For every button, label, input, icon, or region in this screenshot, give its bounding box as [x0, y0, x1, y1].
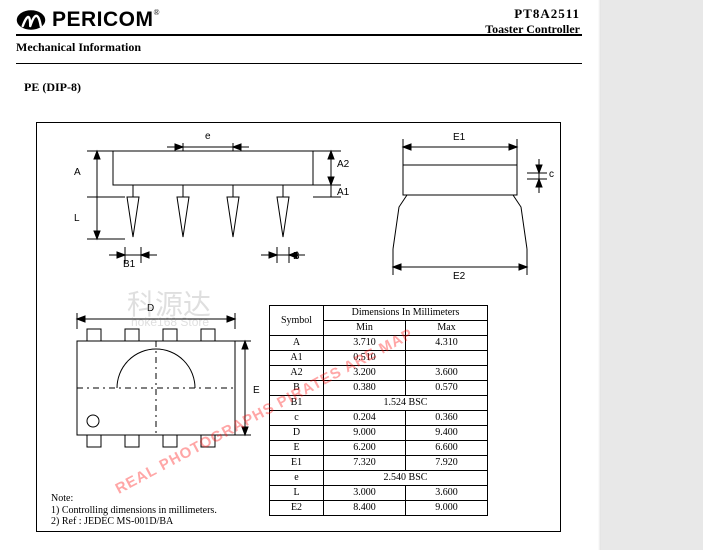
cell-symbol: L [270, 486, 324, 501]
cell-min: 3.200 [324, 366, 406, 381]
table-row: E6.2006.600 [270, 441, 488, 456]
cell-max: 9.000 [406, 501, 488, 516]
cell-min: 3.000 [324, 486, 406, 501]
table-row: B11.524 BSC [270, 396, 488, 411]
table-row: A3.7104.310 [270, 336, 488, 351]
cell-symbol: A2 [270, 366, 324, 381]
cell-symbol: e [270, 471, 324, 486]
part-number: PT8A2511 [485, 6, 580, 22]
label-A2: A2 [337, 159, 349, 170]
cell-symbol: E [270, 441, 324, 456]
cell-max: 6.600 [406, 441, 488, 456]
col-symbol: Symbol [270, 306, 324, 336]
label-e: e [205, 131, 211, 142]
cell-span: 2.540 BSC [324, 471, 488, 486]
page-header: PERICOM® PT8A2511 Toaster Controller [0, 0, 598, 32]
cell-symbol: A1 [270, 351, 324, 366]
cell-symbol: B1 [270, 396, 324, 411]
label-E: E [253, 385, 260, 396]
page-edge-shadow [598, 0, 601, 550]
table-row: E28.4009.000 [270, 501, 488, 516]
header-right: PT8A2511 Toaster Controller [485, 6, 580, 37]
cell-min: 0.204 [324, 411, 406, 426]
label-B: B [293, 251, 300, 262]
table-row: A10.510 [270, 351, 488, 366]
cell-max: 3.600 [406, 486, 488, 501]
col-max: Max [406, 321, 488, 336]
label-c: c [549, 169, 554, 180]
cell-max [406, 351, 488, 366]
note-1: 1) Controlling dimensions in millimeters… [51, 505, 217, 517]
table-row: D9.0009.400 [270, 426, 488, 441]
cell-max: 4.310 [406, 336, 488, 351]
section-title: Mechanical Information [0, 36, 598, 55]
notes-block: Note: 1) Controlling dimensions in milli… [51, 493, 217, 528]
brand-name: PERICOM® [52, 8, 160, 32]
table-row: E17.3207.920 [270, 456, 488, 471]
cell-max: 3.600 [406, 366, 488, 381]
dimension-table: Symbol Dimensions In Millimeters Min Max… [269, 305, 488, 516]
label-L: L [74, 213, 80, 224]
label-D: D [147, 303, 154, 314]
cell-min: 0.510 [324, 351, 406, 366]
table-row: L3.0003.600 [270, 486, 488, 501]
cell-min: 7.320 [324, 456, 406, 471]
table-header: Dimensions In Millimeters [324, 306, 488, 321]
label-B1: B1 [123, 259, 135, 270]
subtitle: Toaster Controller [485, 22, 580, 37]
cell-symbol: A [270, 336, 324, 351]
end-view-diagram [365, 129, 555, 289]
label-E1: E1 [453, 132, 465, 143]
note-2: 2) Ref : JEDEC MS-001D/BA [51, 516, 217, 528]
cell-max: 0.570 [406, 381, 488, 396]
label-A1: A1 [337, 187, 349, 198]
label-E2: E2 [453, 271, 465, 282]
table-row: A23.2003.600 [270, 366, 488, 381]
label-A: A [74, 167, 81, 178]
cell-min: 6.200 [324, 441, 406, 456]
cell-symbol: B [270, 381, 324, 396]
note-heading: Note: [51, 493, 217, 505]
col-min: Min [324, 321, 406, 336]
datasheet-page: PERICOM® PT8A2511 Toaster Controller Mec… [0, 0, 598, 550]
package-title: PE (DIP-8) [0, 64, 598, 101]
cell-span: 1.524 BSC [324, 396, 488, 411]
table-row: e2.540 BSC [270, 471, 488, 486]
figure-frame: A L A2 A1 e B1 B [36, 122, 561, 532]
cell-symbol: D [270, 426, 324, 441]
cell-min: 8.400 [324, 501, 406, 516]
cell-symbol: E1 [270, 456, 324, 471]
top-view-diagram [47, 299, 257, 489]
cell-min: 3.710 [324, 336, 406, 351]
table-row: B0.3800.570 [270, 381, 488, 396]
table-row: c0.2040.360 [270, 411, 488, 426]
cell-max: 7.920 [406, 456, 488, 471]
cell-min: 9.000 [324, 426, 406, 441]
side-view-diagram [47, 129, 357, 289]
cell-min: 0.380 [324, 381, 406, 396]
cell-symbol: c [270, 411, 324, 426]
pericom-logo-icon [16, 9, 46, 31]
cell-max: 9.400 [406, 426, 488, 441]
cell-max: 0.360 [406, 411, 488, 426]
cell-symbol: E2 [270, 501, 324, 516]
